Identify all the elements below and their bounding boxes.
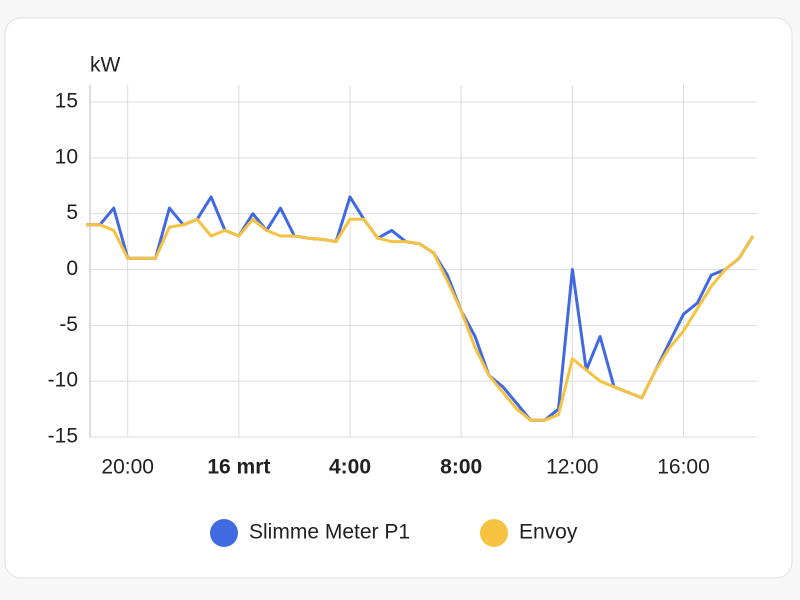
y-tick-label: 15 — [55, 90, 78, 113]
x-tick-label: 4:00 — [329, 456, 371, 479]
y-tick-label: 10 — [55, 145, 78, 168]
y-tick-label: 5 — [66, 201, 78, 224]
x-tick-label: 8:00 — [440, 456, 482, 479]
series-line — [86, 217, 755, 422]
y-axis-label: kW — [90, 54, 121, 77]
y-tick-label: -10 — [48, 369, 78, 392]
x-tick-label: 16 mrt — [207, 456, 270, 479]
y-tick-label: -5 — [59, 313, 78, 336]
x-tick-label: 20:00 — [101, 456, 154, 479]
y-tick-label: 0 — [66, 257, 78, 280]
y-tick-label: -15 — [48, 425, 78, 448]
x-tick-label: 12:00 — [546, 456, 599, 479]
legend-label: Envoy — [519, 521, 578, 544]
legend-swatch[interactable] — [210, 519, 238, 547]
legend-swatch[interactable] — [480, 519, 508, 547]
x-tick-label: 16:00 — [657, 456, 710, 479]
legend-label: Slimme Meter P1 — [249, 521, 410, 544]
